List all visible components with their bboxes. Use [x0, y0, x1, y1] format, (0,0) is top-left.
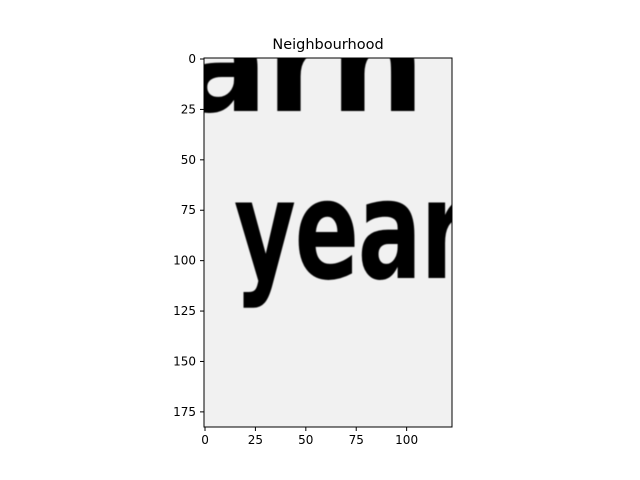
y-tick-label: 75 — [181, 203, 196, 217]
y-tick-label: 125 — [173, 304, 196, 318]
y-tick-label: 100 — [173, 254, 196, 268]
x-tick-label: 75 — [349, 433, 364, 447]
y-tick-label: 150 — [173, 354, 196, 368]
y-tick-label: 50 — [181, 153, 196, 167]
ink-strokes: arn year — [178, 0, 467, 311]
x-tick-label: 50 — [298, 433, 313, 447]
y-tick-label: 175 — [173, 405, 196, 419]
y-tick-label: 25 — [181, 102, 196, 116]
chart-title: Neighbourhood — [272, 37, 383, 53]
x-tick-label: 100 — [395, 433, 418, 447]
paper-background — [204, 58, 452, 427]
x-tick-label: 0 — [201, 433, 209, 447]
y-tick-label: 0 — [188, 52, 196, 66]
x-tick-label: 25 — [248, 433, 263, 447]
y-axis-ticks: 0 25 50 75 100 125 150 175 — [173, 52, 204, 419]
axes-frame — [203, 57, 453, 428]
image-heatmap: arn year — [178, 0, 467, 427]
top-text-fragment: arn — [178, 0, 423, 144]
main-text-word: year — [234, 150, 467, 311]
x-axis-ticks: 0 25 50 75 100 — [201, 427, 418, 447]
